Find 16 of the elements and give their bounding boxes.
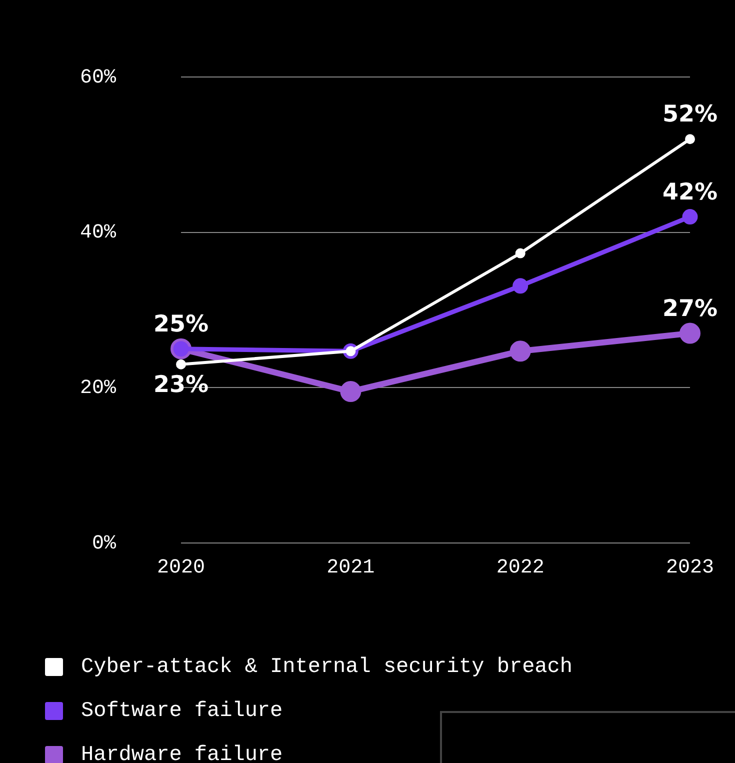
y-tick-label: 20% bbox=[80, 376, 117, 400]
data-label: 23% bbox=[153, 372, 209, 398]
data-label: 27% bbox=[662, 296, 718, 322]
x-tick-label: 2020 bbox=[157, 556, 206, 580]
legend-label: Software failure bbox=[81, 700, 283, 722]
y-tick-label: 60% bbox=[80, 66, 117, 90]
legend-label: Cyber-attack & Internal security breach bbox=[81, 656, 572, 678]
data-label: 42% bbox=[662, 179, 718, 206]
legend-label: Hardware failure bbox=[81, 744, 283, 763]
x-tick-label: 2023 bbox=[666, 556, 714, 580]
data-label: 25% bbox=[153, 311, 209, 338]
y-tick-label: 0% bbox=[92, 532, 117, 556]
data-label: 52% bbox=[662, 102, 718, 128]
x-tick-label: 2021 bbox=[326, 556, 375, 580]
x-tick-label: 2022 bbox=[496, 556, 544, 580]
y-tick-label: 40% bbox=[80, 222, 117, 245]
